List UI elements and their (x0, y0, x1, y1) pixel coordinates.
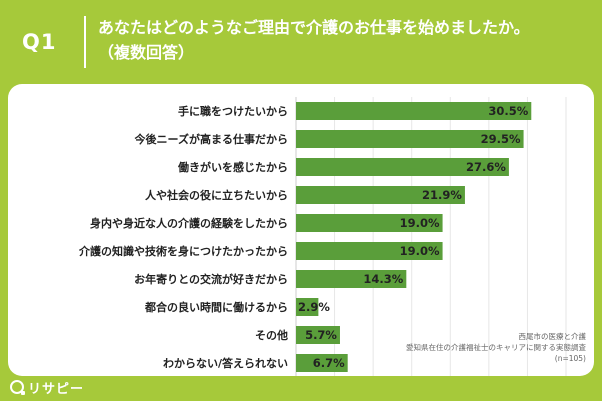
brand-logo-text: リサピー (28, 381, 85, 397)
value-label: 19.0% (400, 216, 440, 230)
value-label: 19.0% (400, 244, 440, 258)
value-label: 2.9% (298, 300, 330, 314)
category-label: わからない/答えられない (163, 356, 288, 370)
question-title-line1: あなたはどのようなご理由で介護のお仕事を始めましたか。 (98, 18, 530, 37)
bar (296, 158, 509, 176)
magnifier-logo-icon (10, 380, 25, 395)
category-label: 人や社会の役に立ちたいから (145, 188, 288, 202)
value-label: 21.9% (422, 188, 462, 202)
header-divider (84, 16, 86, 68)
question-title: あなたはどのようなご理由で介護のお仕事を始めましたか。 （複数回答） (98, 15, 593, 65)
question-number: Q1 (22, 30, 57, 54)
category-label: その他 (255, 328, 288, 342)
value-label: 29.5% (481, 132, 521, 146)
category-label: 都合の良い時間に働けるから (144, 300, 288, 314)
category-label: 介護の知識や技術を身につけたかったから (78, 244, 288, 258)
bar (296, 354, 348, 372)
question-title-line2: （複数回答） (98, 43, 195, 62)
category-label: 手に職をつけたいから (178, 104, 288, 118)
header: Q1 あなたはどのようなご理由で介護のお仕事を始めましたか。 （複数回答） (0, 0, 602, 82)
bar (296, 186, 465, 204)
category-label: 身内や身近な人の介護の経験をしたから (90, 216, 288, 230)
category-label: 働きがいを感じたから (177, 160, 288, 174)
bar (296, 326, 340, 344)
value-label: 14.3% (363, 272, 403, 286)
brand-logo: リサピー (10, 378, 85, 397)
bar (296, 214, 443, 232)
category-label: 今後ニーズが高まる仕事だから (134, 132, 288, 146)
value-label: 5.7% (305, 328, 337, 342)
bar (296, 242, 443, 260)
value-label: 27.6% (466, 160, 506, 174)
source-note-line2: 愛知県在住の介護福祉士のキャリアに関する実態調査 (406, 342, 586, 352)
bar (296, 130, 524, 148)
value-label: 6.7% (313, 356, 345, 370)
source-note-line3: (n=105) (555, 354, 586, 363)
source-note-line1: 西尾市の医療と介護 (519, 331, 587, 341)
bar (296, 298, 319, 316)
bar (296, 102, 532, 120)
category-label: お年寄りとの交流が好きだから (134, 272, 288, 286)
chart-card: 手に職をつけたいから 30.5% 今後ニーズが高まる仕事だから 29.5% 働きがいを感… (8, 84, 594, 376)
bar-chart: 手に職をつけたいから 30.5% 今後ニーズが高まる仕事だから 29.5% 働きがいを感… (78, 97, 587, 376)
bar (296, 270, 407, 288)
value-label: 30.5% (488, 104, 528, 118)
